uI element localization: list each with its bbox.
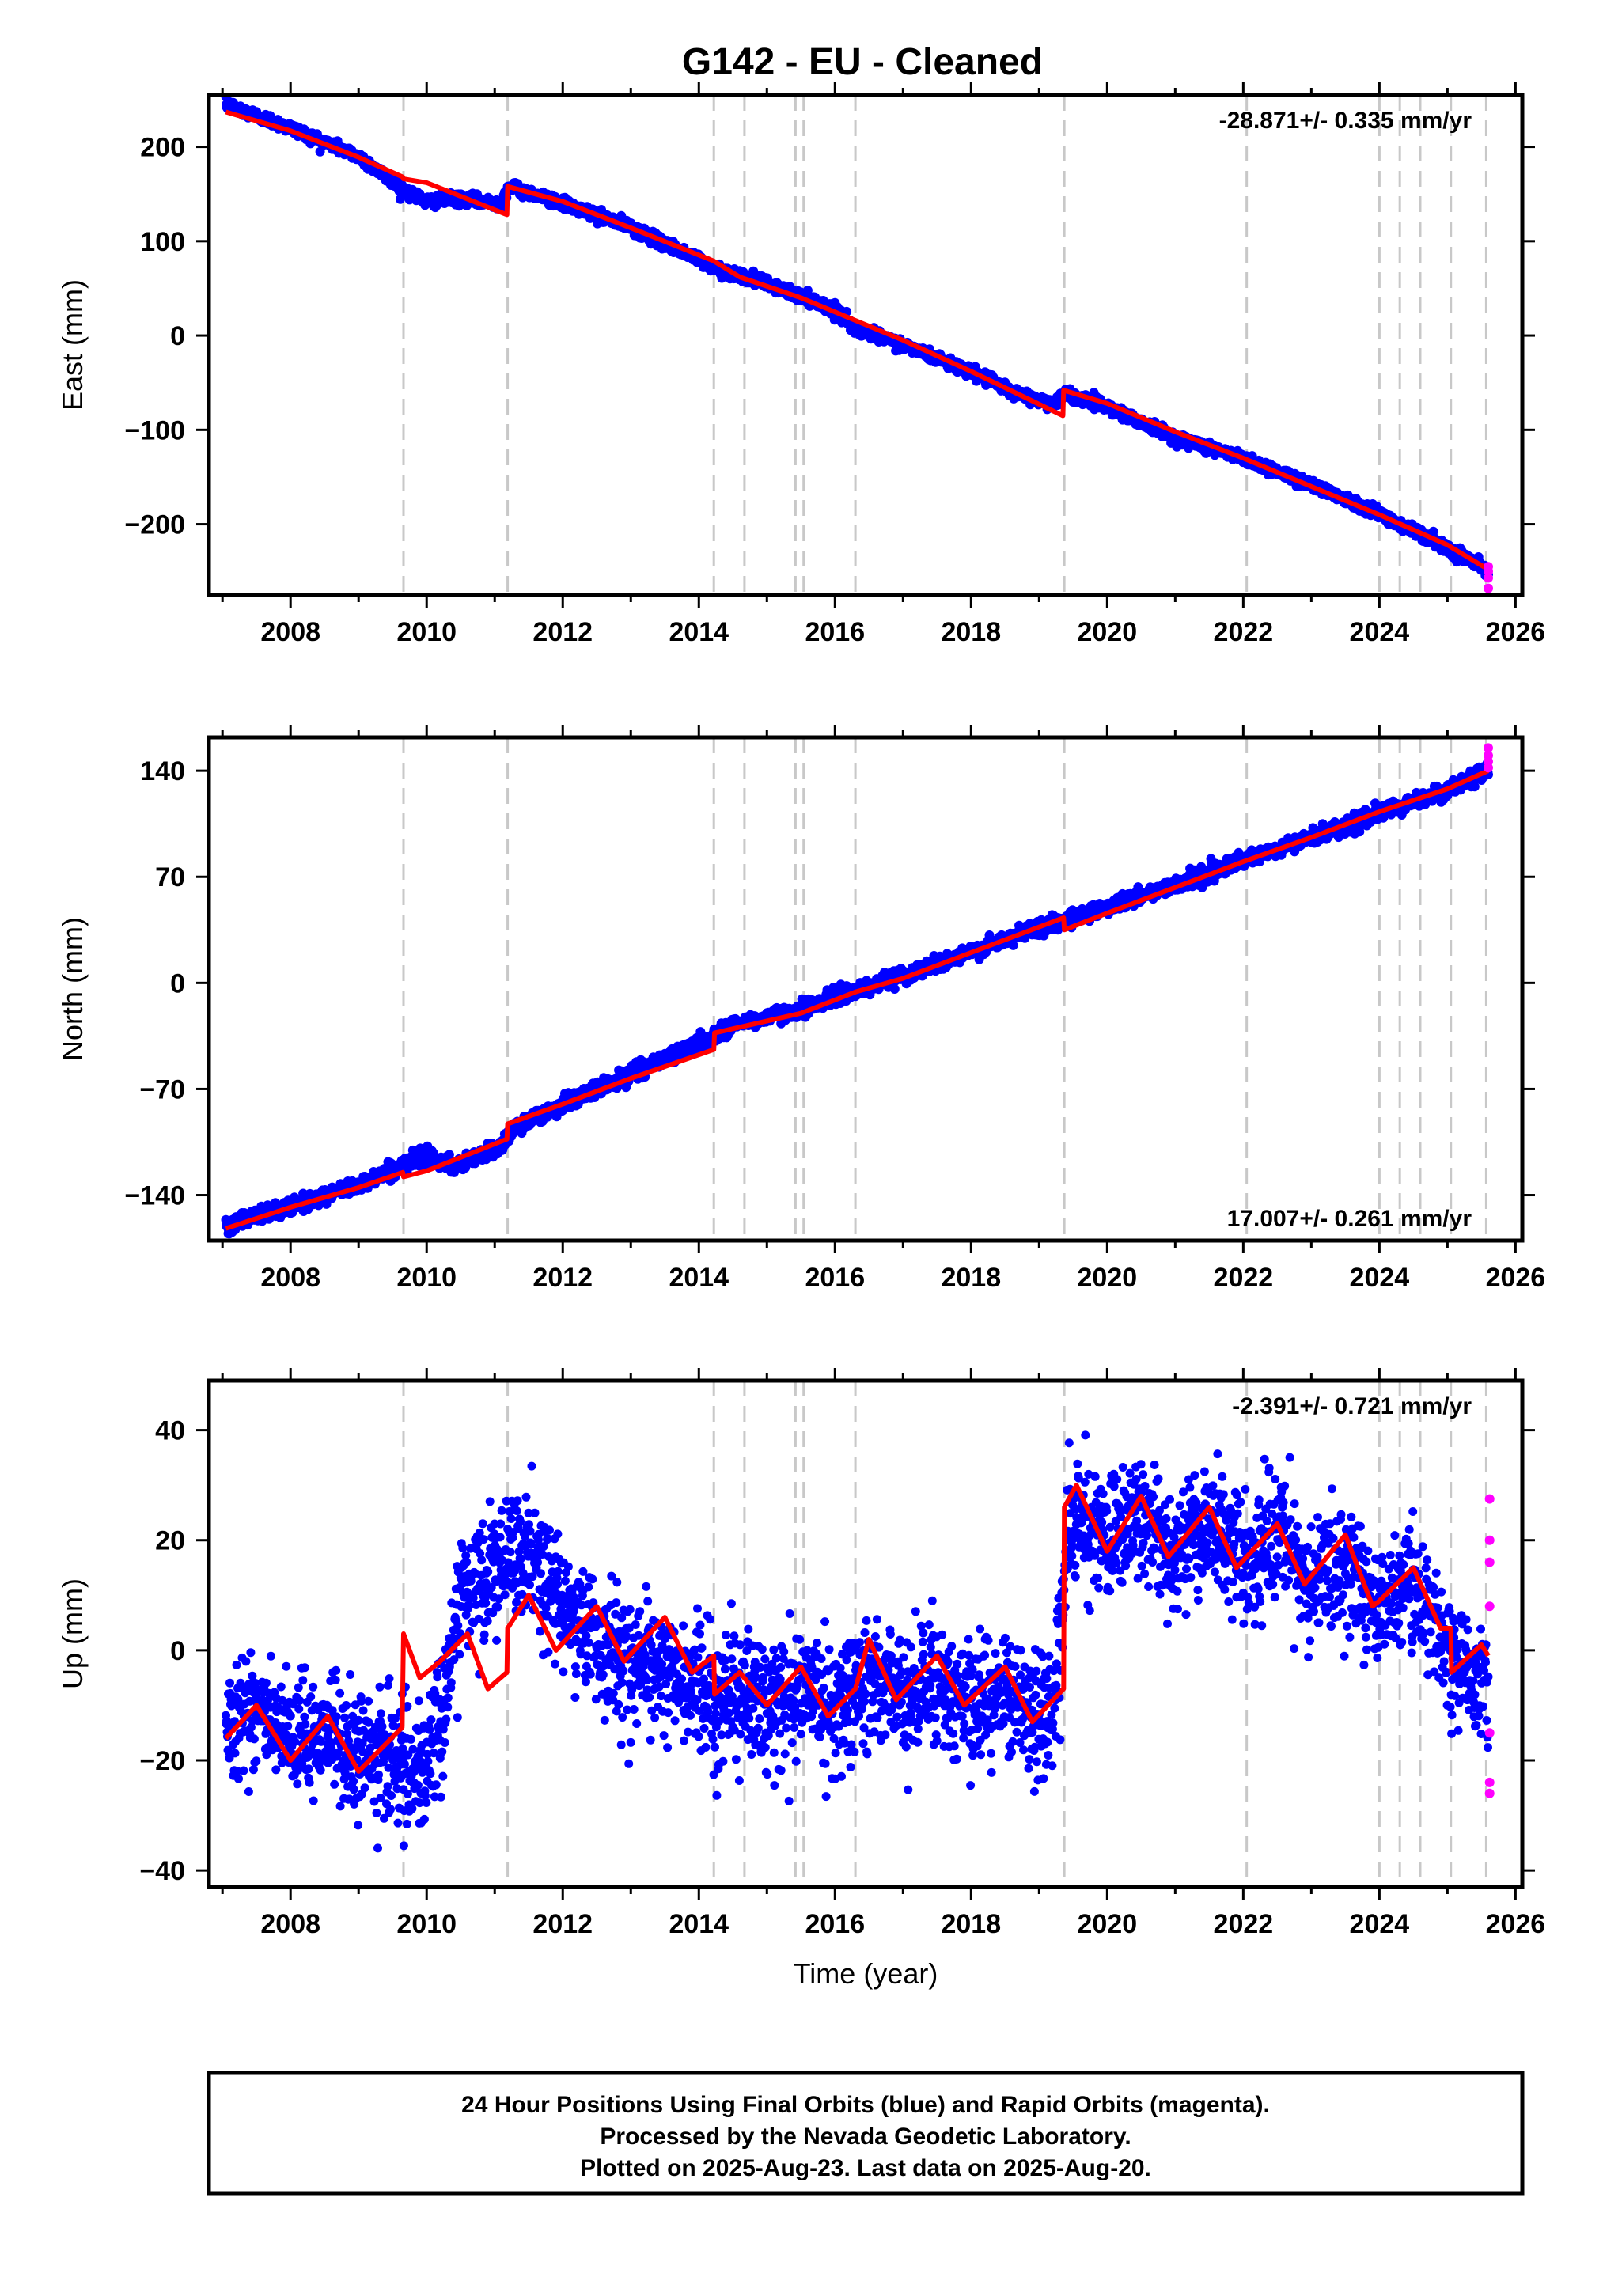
east-y-tick-label: 100 — [140, 227, 185, 257]
east-model-line — [225, 109, 1490, 572]
east-x-tick-label: 2008 — [260, 617, 320, 647]
east-rapid-orbit-point — [1483, 583, 1493, 593]
figure-title: G142 - EU - Cleaned — [682, 41, 1043, 83]
east-y-tick-label: 200 — [140, 133, 185, 163]
east-x-tick-label: 2026 — [1486, 617, 1546, 647]
north-final-orbit-points — [221, 758, 1493, 1239]
east-final-orbit-points — [221, 95, 1493, 581]
east-data-point — [802, 286, 813, 296]
north-data-point — [1008, 940, 1018, 950]
east-x-tick-label: 2012 — [532, 617, 593, 647]
east-x-tick-label: 2020 — [1078, 617, 1138, 647]
north-data-point — [889, 984, 900, 994]
east-y-axis-label: East (mm) — [56, 279, 89, 411]
east-x-tick-label: 2022 — [1214, 617, 1274, 647]
east-x-tick-label: 2018 — [941, 617, 1001, 647]
east-y-tick-label: 0 — [170, 321, 185, 351]
east-panel: 2008 2010 2012 2014 2016 2018 2020 2022 2024 2026… — [56, 82, 1545, 647]
east-rapid-orbit-point — [1483, 566, 1493, 577]
east-x-tick-label: 2010 — [396, 617, 457, 647]
east-rate-label: -28.871+/- 0.335 mm/yr — [1219, 108, 1472, 134]
east-data-point — [395, 194, 405, 204]
east-frame — [207, 93, 1525, 597]
east-x-tick-label: 2014 — [669, 617, 729, 647]
east-rapid-orbit-point — [1483, 573, 1493, 583]
north-panel: 2008 2010 2012 2014 2016 2018 2020 2022 2024 2026… — [56, 725, 1545, 1293]
east-x-tick-label: 2016 — [805, 617, 865, 647]
east-x-tick-label: 2024 — [1350, 617, 1410, 647]
east-y-tick-label: −100 — [124, 415, 185, 445]
east-y-tick-label: −200 — [124, 510, 185, 540]
